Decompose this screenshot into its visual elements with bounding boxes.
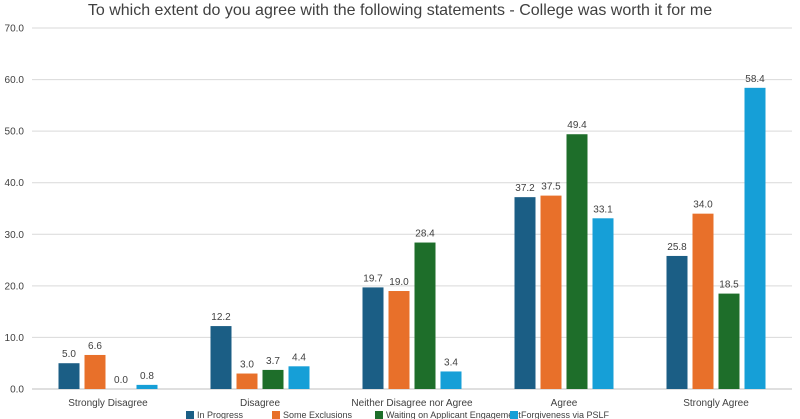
- y-axis-ticks: 0.0 10.0 20.0 30.0 40.0 50.0 60.0 70.0: [5, 24, 25, 396]
- bar: [440, 371, 462, 389]
- bar: [666, 255, 688, 389]
- bar: [288, 366, 310, 389]
- data-label: 0.8: [140, 371, 154, 382]
- data-label: 25.8: [667, 242, 687, 253]
- data-label: 37.5: [541, 182, 561, 193]
- bar: [718, 293, 740, 389]
- legend-label: Some Exclusions: [283, 410, 353, 419]
- legend-swatch: [186, 411, 194, 419]
- legend-label: Forgiveness via PSLF: [521, 410, 610, 419]
- bar: [362, 287, 384, 389]
- legend-swatch: [375, 411, 383, 419]
- bar: [58, 363, 80, 389]
- bar: [136, 384, 158, 389]
- data-label: 5.0: [62, 349, 76, 360]
- data-label: 4.4: [292, 352, 306, 363]
- chart-title: To which extent do you agree with the fo…: [88, 2, 712, 19]
- bar: [414, 242, 436, 389]
- data-label: 28.4: [415, 229, 435, 240]
- data-labels: 5.0 6.6 0.0 0.8 12.2 3.0 3.7 4.4 19.7 19.0 28.4 3.4…: [62, 74, 765, 386]
- legend-swatch: [272, 411, 280, 419]
- x-category-label: Disagree: [240, 398, 280, 409]
- bar: [262, 369, 284, 389]
- legend-item: Forgiveness via PSLF: [510, 410, 610, 419]
- bar: [692, 213, 714, 389]
- x-category-label: Neither Disagree nor Agree: [351, 398, 473, 409]
- bar: [540, 195, 562, 389]
- y-tick-label: 10.0: [5, 333, 25, 344]
- data-label: 19.7: [363, 273, 383, 284]
- data-label: 18.5: [719, 280, 739, 291]
- data-label: 33.1: [593, 204, 613, 215]
- data-label: 37.2: [515, 183, 535, 194]
- bar: [84, 354, 106, 389]
- data-label: 12.2: [211, 312, 231, 323]
- data-label: 49.4: [567, 120, 587, 131]
- x-category-label: Strongly Agree: [683, 398, 749, 409]
- gridlines: [32, 27, 792, 390]
- y-tick-label: 70.0: [5, 24, 25, 35]
- y-tick-label: 50.0: [5, 127, 25, 138]
- data-label: 6.6: [88, 341, 102, 352]
- y-tick-label: 20.0: [5, 281, 25, 292]
- bar: [566, 134, 588, 389]
- legend-swatch: [510, 411, 518, 419]
- data-label: 0.0: [114, 375, 128, 386]
- bar: [592, 218, 614, 389]
- y-tick-label: 0.0: [10, 385, 24, 396]
- data-label: 34.0: [693, 200, 713, 211]
- legend-item: Some Exclusions: [272, 410, 353, 419]
- x-category-label: Strongly Disagree: [68, 398, 148, 409]
- legend-label: Waiting on Applicant Engagement: [386, 410, 521, 419]
- data-label: 58.4: [745, 74, 765, 85]
- legend-item: Waiting on Applicant Engagement: [375, 410, 521, 419]
- x-category-label: Agree: [551, 398, 578, 409]
- x-axis-categories: Strongly Disagree Disagree Neither Disagre…: [68, 398, 749, 409]
- bar: [236, 373, 258, 389]
- y-tick-label: 40.0: [5, 178, 25, 189]
- data-label: 3.4: [444, 357, 458, 368]
- data-label: 19.0: [389, 277, 409, 288]
- data-label: 3.0: [240, 360, 254, 371]
- legend-item: In Progress: [186, 410, 244, 419]
- y-tick-label: 60.0: [5, 75, 25, 86]
- legend: In Progress Some Exclusions Waiting on App…: [186, 410, 610, 419]
- legend-label: In Progress: [197, 410, 244, 419]
- bar: [210, 326, 232, 389]
- bar: [514, 197, 536, 389]
- bars: [58, 87, 766, 389]
- data-label: 3.7: [266, 356, 280, 367]
- bar: [744, 87, 766, 389]
- bar: [388, 291, 410, 389]
- y-tick-label: 30.0: [5, 230, 25, 241]
